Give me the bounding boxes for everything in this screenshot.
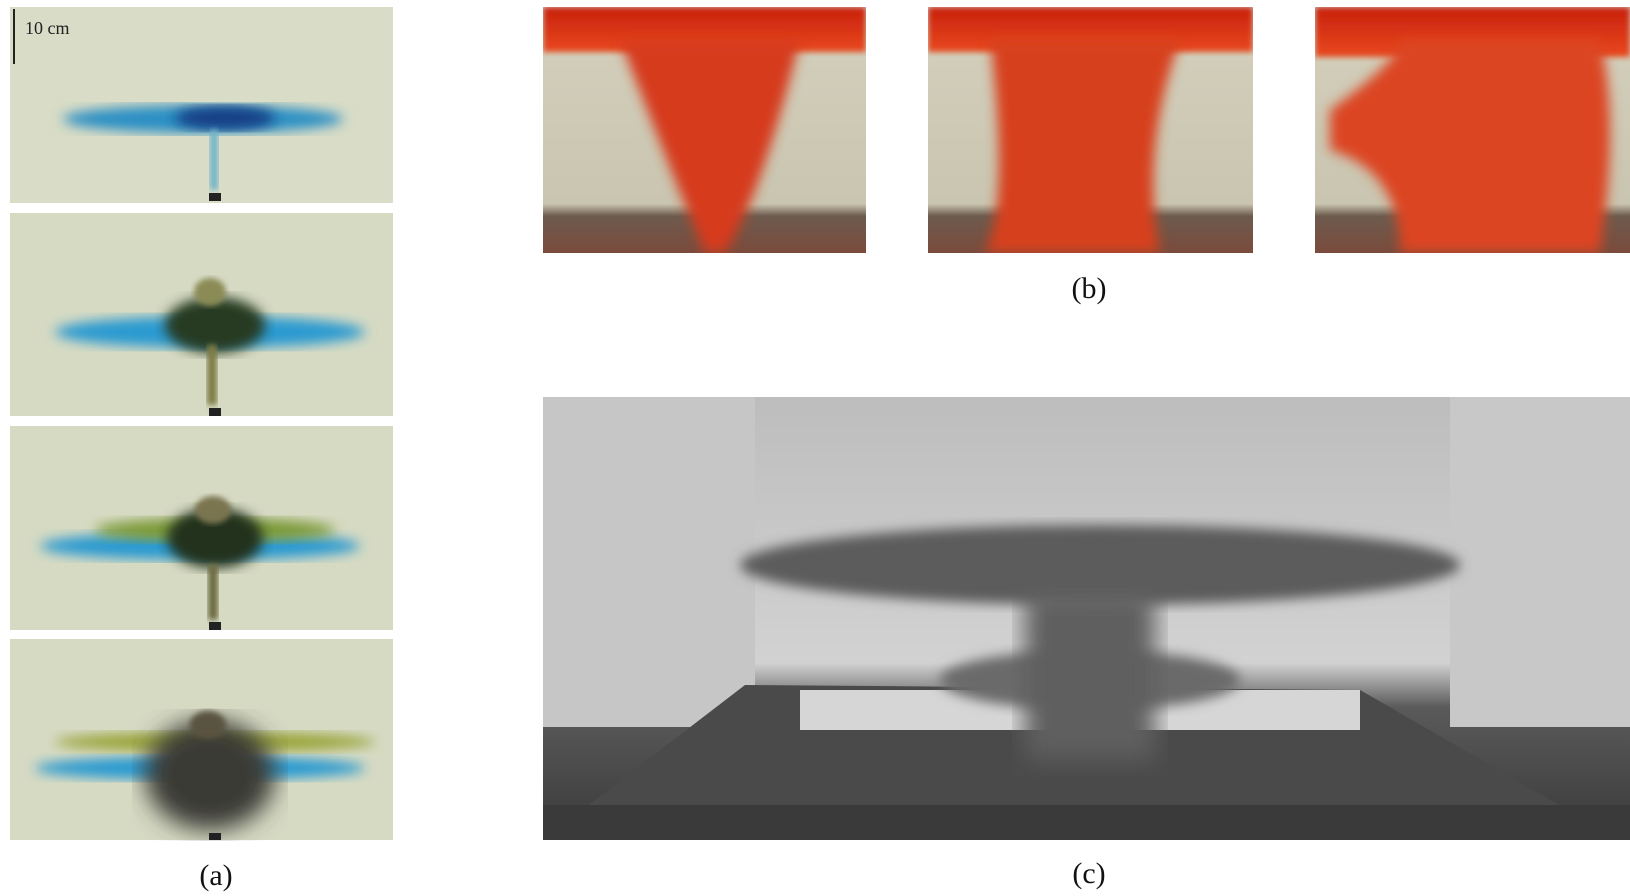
- scale-label: 10 cm: [25, 18, 70, 38]
- panel-b: (b): [543, 7, 1630, 305]
- panel-c: (c): [543, 397, 1630, 890]
- caption: (c): [1072, 857, 1105, 890]
- panel-a: 10 cm (a): [10, 7, 393, 892]
- caption: (b): [1072, 272, 1107, 305]
- caption: (a): [199, 859, 232, 892]
- figure: 10 cm (a): [0, 0, 1630, 896]
